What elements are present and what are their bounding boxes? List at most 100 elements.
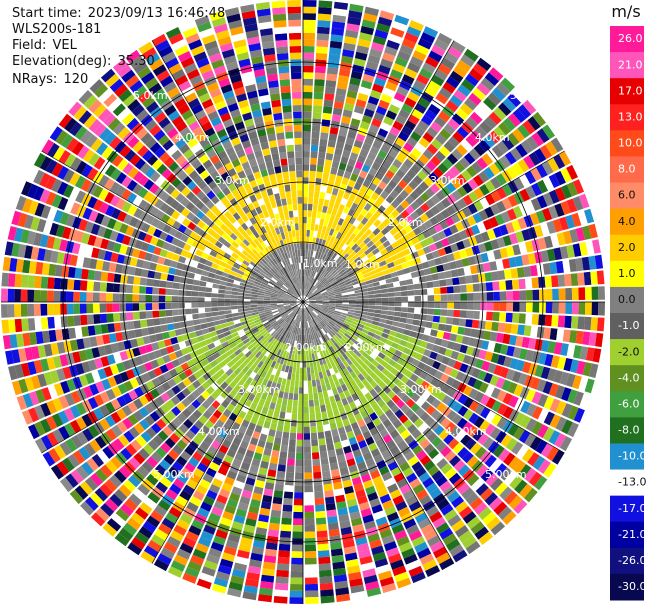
- ppi-gate: [419, 68, 433, 80]
- ppi-gate: [387, 483, 399, 494]
- ppi-gate: [334, 334, 341, 341]
- ppi-gate: [330, 548, 344, 557]
- ppi-gate: [194, 324, 202, 331]
- ppi-gate: [390, 559, 405, 570]
- ppi-gate: [461, 336, 470, 345]
- ppi-gate: [418, 472, 431, 483]
- ppi-gate: [431, 138, 443, 150]
- ppi-gate: [391, 174, 402, 184]
- ppi-gate: [385, 339, 393, 347]
- ppi-gate: [418, 422, 429, 433]
- ppi-gate: [401, 296, 408, 302]
- ppi-gate: [353, 139, 363, 149]
- ppi-gate: [354, 51, 368, 61]
- ppi-gate: [381, 332, 389, 339]
- ppi-gate: [330, 194, 337, 202]
- ppi-gate: [341, 294, 349, 298]
- ppi-gate: [480, 252, 489, 263]
- ppi-gate: [325, 325, 331, 332]
- ppi-gate: [342, 479, 353, 488]
- ppi-gate: [395, 214, 405, 223]
- ppi-gate: [521, 336, 530, 349]
- ppi-gate: [358, 199, 367, 208]
- ppi-gate: [303, 6, 317, 14]
- ppi-gate: [361, 328, 369, 335]
- ppi-gate: [40, 276, 49, 289]
- ppi-gate: [381, 404, 390, 413]
- ppi-gate: [79, 292, 87, 302]
- ppi-gate: [573, 345, 582, 359]
- ppi-gate: [567, 422, 579, 438]
- ppi-gate: [364, 6, 379, 17]
- ppi-gate: [409, 190, 420, 201]
- ppi-gate: [493, 226, 503, 238]
- ppi-gate: [380, 122, 392, 132]
- ppi-gate: [372, 317, 381, 322]
- ppi-gate: [532, 455, 546, 471]
- ppi-gate: [553, 342, 563, 355]
- ppi-gate: [296, 327, 299, 335]
- ppi-gate: [317, 20, 331, 28]
- ppi-gate: [138, 294, 146, 302]
- ppi-gate: [333, 567, 347, 576]
- ppi-gate: [321, 308, 328, 312]
- ppi-gate: [512, 313, 520, 324]
- ppi-gate: [313, 325, 318, 332]
- ppi-gate: [461, 257, 470, 267]
- ppi-gate: [360, 217, 369, 225]
- ppi-gate: [327, 139, 336, 148]
- ppi-gate: [324, 159, 332, 167]
- ppi-gate: [308, 320, 312, 328]
- ppi-gate: [336, 277, 343, 283]
- ppi-gate: [235, 556, 249, 566]
- ppi-gate: [125, 303, 133, 312]
- ppi-gate: [295, 459, 303, 467]
- ppi-gate: [305, 256, 308, 263]
- ppi-gate: [566, 164, 578, 180]
- ppi-gate: [561, 403, 573, 418]
- ppi-gate: [463, 327, 472, 337]
- ppi-gate: [484, 193, 496, 206]
- ppi-gate: [381, 218, 391, 227]
- ppi-gate: [141, 327, 149, 337]
- ppi-gate: [304, 289, 307, 296]
- ppi-gate: [327, 375, 334, 383]
- ppi-gate: [401, 302, 408, 307]
- ppi-gate: [327, 347, 333, 355]
- ppi-gate: [315, 296, 323, 300]
- ppi-gate: [525, 290, 533, 301]
- ppi-gate: [391, 342, 399, 349]
- ppi-gate: [309, 236, 313, 244]
- ppi-gate: [492, 444, 505, 458]
- ppi-gate: [306, 229, 310, 237]
- ppi-gate: [310, 151, 318, 159]
- ppi-gate: [557, 315, 566, 328]
- ppi-gate: [435, 212, 445, 223]
- ppi-gate: [375, 297, 382, 302]
- ppi-gate: [578, 376, 589, 392]
- ppi-gate: [351, 145, 361, 155]
- ppi-gate: [433, 425, 445, 436]
- ppi-gate: [496, 200, 507, 213]
- ppi-gate: [304, 485, 313, 493]
- ppi-gate: [349, 250, 357, 258]
- ppi-gate: [360, 424, 369, 434]
- ppi-gate: [331, 160, 340, 169]
- ppi-gate: [386, 511, 400, 522]
- ppi-gate: [384, 185, 394, 195]
- ppi-gate: [484, 351, 494, 362]
- ppi-gate: [87, 325, 96, 336]
- ppi-gate: [480, 407, 491, 419]
- ppi-gate: [425, 482, 439, 494]
- ppi-gate: [571, 302, 579, 315]
- ppi-gate: [516, 445, 529, 459]
- ppi-gate: [345, 492, 356, 501]
- ppi-gate: [320, 404, 327, 413]
- ppi-gate: [570, 273, 579, 286]
- ppi-gate: [478, 320, 486, 330]
- ppi-gate: [346, 313, 354, 318]
- ppi-gate: [445, 216, 455, 227]
- ppi-gate: [505, 368, 516, 381]
- ppi-gate: [325, 496, 335, 505]
- ppi-gate: [517, 324, 525, 336]
